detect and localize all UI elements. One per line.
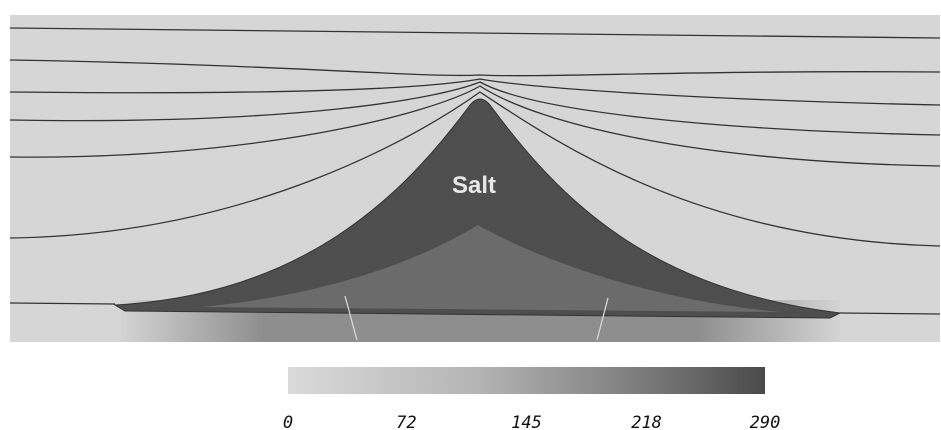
colorbar-tick-label: 0 [283, 413, 293, 430]
colorbar-ticks: 0 72 145 218 290 [283, 413, 780, 430]
colorbar-tick-label: 218 [631, 413, 662, 430]
colorbar-tick-label: 145 [511, 413, 542, 430]
salt-label: Salt [452, 172, 496, 199]
figure: Salt 0 72 145 218 290 [0, 0, 941, 430]
colorbar-tick-label: 290 [750, 413, 781, 430]
colorbar-tick-label: 72 [396, 413, 416, 430]
colorbar [288, 367, 765, 394]
